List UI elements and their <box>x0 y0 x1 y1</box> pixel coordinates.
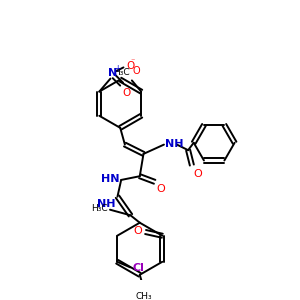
Text: O: O <box>133 66 140 76</box>
Text: +: + <box>114 64 120 73</box>
Text: O: O <box>123 88 131 98</box>
Text: HN: HN <box>101 174 119 184</box>
Text: O: O <box>157 184 165 194</box>
Text: ⁻: ⁻ <box>130 56 135 65</box>
Text: H₃C: H₃C <box>113 68 130 77</box>
Text: O: O <box>133 226 142 236</box>
Text: Cl: Cl <box>132 263 144 273</box>
Text: NH: NH <box>165 139 183 149</box>
Text: NH: NH <box>97 199 116 208</box>
Text: H₃C: H₃C <box>92 204 108 213</box>
Text: O: O <box>194 169 203 179</box>
Text: N: N <box>108 68 117 78</box>
Text: CH₃: CH₃ <box>135 292 152 300</box>
Text: O: O <box>126 61 134 71</box>
